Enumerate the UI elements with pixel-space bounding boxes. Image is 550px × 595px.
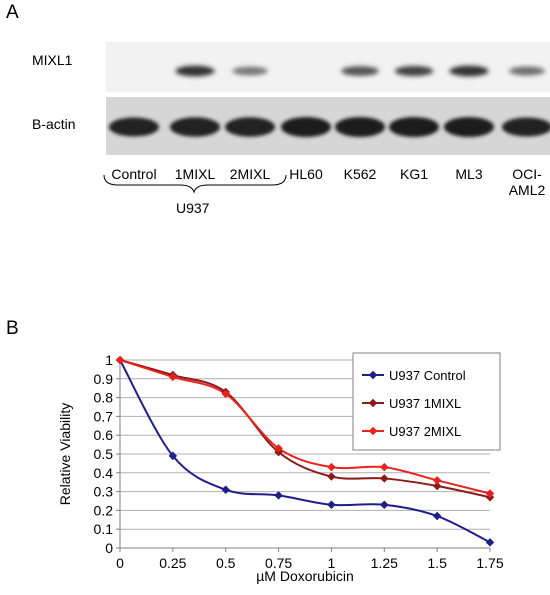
blot-label-mixl1: MIXL1 (32, 52, 73, 68)
data-point (115, 355, 125, 365)
mixl1-band (509, 66, 545, 76)
actin-band (281, 117, 331, 137)
y-tick-label: 0 (105, 540, 113, 556)
lane-label: KG1 (384, 166, 444, 182)
y-tick-label: 0.7 (94, 408, 114, 424)
data-point (432, 511, 442, 521)
x-tick-label: 0.5 (216, 555, 236, 571)
u937-bracket (103, 174, 287, 194)
legend: U937 Control U937 1MIXL U937 2MIXL (352, 352, 501, 451)
lane-label: HL60 (276, 166, 336, 182)
panel-a-letter: A (6, 2, 19, 23)
mixl1-band (175, 65, 215, 77)
y-tick-label: 0.1 (94, 521, 114, 537)
data-point (168, 451, 178, 461)
y-tick-label: 0.4 (94, 465, 114, 481)
legend-entry: U937 Control (389, 368, 466, 383)
mixl1-band (341, 66, 379, 76)
lane-label: OCI- AML2 (497, 166, 550, 198)
legend-swatch-marker (368, 426, 378, 436)
data-point (432, 476, 442, 485)
x-tick-label: 0.75 (265, 555, 292, 571)
lane-label: 1MIXL (165, 166, 225, 182)
data-point (327, 500, 336, 510)
y-tick-label: 0.8 (94, 390, 114, 406)
data-point (168, 372, 178, 382)
series-line (119, 359, 491, 499)
lane-label-line: OCI- (512, 166, 542, 182)
western-blot (106, 42, 550, 155)
x-tick-label: 1.75 (476, 555, 503, 571)
lane-label: Control (104, 166, 164, 182)
lane-label-line: 1MIXL (174, 166, 216, 182)
u937-group-label: U937 (176, 200, 210, 216)
x-tick-label: 1 (328, 555, 336, 571)
actin-band (335, 117, 385, 137)
y-tick-label: 0.2 (94, 502, 114, 518)
legend-swatch-marker (368, 370, 378, 380)
legend-swatch-marker (368, 398, 378, 408)
y-tick-label: 1 (105, 352, 113, 368)
data-point (380, 474, 389, 483)
panel-b-letter: B (6, 318, 19, 339)
x-axis-label: µM Doxorubicin (256, 568, 354, 584)
mixl1-band (232, 66, 268, 76)
data-point (485, 489, 495, 498)
lane-label: ML3 (439, 166, 499, 182)
data-point (221, 485, 230, 494)
actin-band (225, 117, 275, 137)
lane-label-line: K562 (343, 166, 377, 182)
legend-entry: U937 2MIXL (389, 424, 461, 439)
data-point (327, 462, 336, 472)
lane-label-line: AML2 (508, 182, 546, 198)
x-tick-label: 0 (116, 555, 124, 571)
blot-label-b-actin: B-actin (32, 116, 76, 132)
actin-band (502, 117, 550, 137)
actin-band (389, 117, 439, 137)
data-point (380, 462, 389, 472)
lane-label-line: HL60 (289, 166, 323, 182)
actin-band (109, 117, 159, 137)
legend-box (352, 352, 501, 451)
y-tick-label: 0.9 (94, 371, 114, 387)
lane-label-line: Control (111, 166, 157, 182)
y-axis-label: Relative Viability (57, 403, 73, 505)
data-point (327, 472, 336, 481)
data-point (485, 538, 495, 547)
mixl1-band (394, 65, 434, 77)
lane-label: 2MIXL (220, 166, 280, 182)
y-tick-label: 0.5 (94, 446, 114, 462)
lane-label-line: KG1 (399, 166, 428, 182)
data-point (274, 491, 283, 500)
x-tick-label: 1.25 (371, 555, 398, 571)
lane-label: K562 (330, 166, 390, 182)
data-point (274, 444, 283, 453)
y-tick-label: 0.6 (94, 427, 114, 443)
y-tick-label: 0.3 (94, 484, 114, 500)
lane-label-line: ML3 (455, 166, 483, 182)
series-line (119, 359, 491, 495)
mixl1-band (449, 65, 489, 77)
x-tick-label: 1.5 (427, 555, 447, 571)
actin-band (170, 117, 220, 137)
legend-entry: U937 1MIXL (389, 396, 461, 411)
data-point (432, 481, 442, 491)
actin-band (444, 117, 494, 137)
data-point (221, 389, 230, 399)
x-tick-label: 0.25 (159, 555, 186, 571)
lane-label-line: 2MIXL (229, 166, 271, 182)
data-point (380, 500, 389, 510)
